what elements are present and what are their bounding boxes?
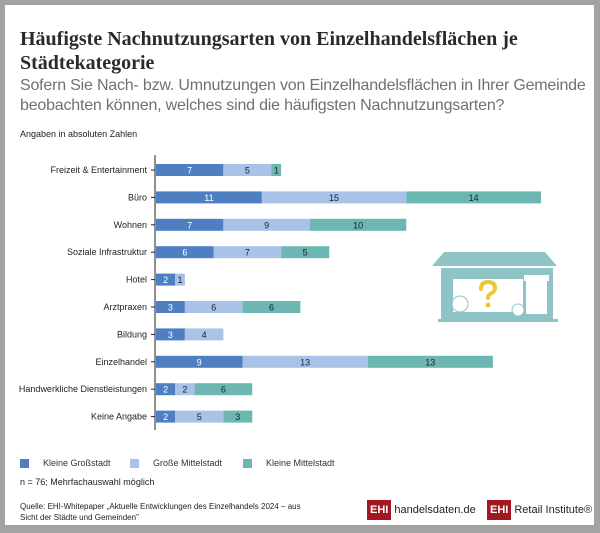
- bar-2: [223, 410, 253, 423]
- legend-item-1: Große Mittelstadt: [130, 458, 222, 468]
- category-label: Arztpraxen: [103, 302, 147, 312]
- category-label: Handwerkliche Dienstleistungen: [19, 384, 147, 394]
- data-label: 3: [168, 330, 173, 340]
- bar-2: [242, 301, 301, 313]
- bar-0: [156, 273, 176, 286]
- bar-0: [156, 218, 224, 231]
- data-label: 5: [197, 412, 202, 422]
- data-label: 7: [245, 248, 250, 258]
- data-label: 2: [163, 412, 168, 422]
- bar-1: [213, 246, 282, 259]
- data-label: 1: [178, 275, 183, 285]
- bar-2: [310, 218, 407, 231]
- category-label: Bildung: [117, 329, 147, 339]
- data-label: 1: [274, 166, 279, 176]
- data-label: 10: [353, 220, 363, 230]
- legend-label: Große Mittelstadt: [153, 458, 223, 468]
- bar-0: [156, 301, 185, 313]
- bar-0: [156, 246, 214, 259]
- data-label: 7: [187, 166, 192, 176]
- chart-title: Häufigste Nachnutzungsarten von Einzelha…: [20, 28, 518, 74]
- bar-2: [271, 164, 282, 176]
- legend-label: Kleine Mittelstadt: [266, 458, 335, 468]
- bar-1: [184, 301, 243, 313]
- data-label: 9: [197, 357, 202, 367]
- legend-swatch: [130, 458, 139, 468]
- legend-label: Kleine Großstadt: [43, 458, 111, 468]
- bar-2: [406, 191, 541, 204]
- retail-institute-logo: EHI Retail Institute®: [487, 500, 592, 520]
- bar-0: [156, 328, 185, 341]
- data-label: 2: [163, 385, 168, 395]
- data-label: 6: [211, 303, 216, 313]
- data-label: 6: [221, 385, 226, 395]
- unit-note: Angaben in absoluten Zahlen: [20, 129, 138, 139]
- data-label: 11: [204, 193, 213, 203]
- logo-text: Retail Institute®: [514, 504, 593, 516]
- bar-0: [156, 355, 243, 368]
- category-label: Einzelhandel: [95, 357, 147, 367]
- legend-item-0: Kleine Großstadt: [20, 458, 111, 468]
- source-note: Quelle: EHI-Whitepaper „Aktuelle Entwick…: [20, 502, 301, 522]
- bar-0: [156, 164, 224, 176]
- legend-swatch: [243, 458, 252, 468]
- legend-item-2: Kleine Mittelstadt: [243, 458, 335, 468]
- bar-1: [261, 191, 407, 204]
- store-illustration: [432, 252, 558, 322]
- data-label: 2: [163, 275, 168, 285]
- data-label: 14: [469, 193, 479, 203]
- legend-swatch: [20, 458, 29, 468]
- ehi-mark: EHI: [367, 500, 392, 520]
- category-label: Wohnen: [114, 220, 147, 230]
- data-label: 6: [269, 303, 274, 313]
- bar-1: [242, 355, 368, 368]
- ehi-mark: EHI: [487, 500, 512, 520]
- bar-1: [175, 410, 224, 423]
- data-label: 6: [182, 248, 187, 258]
- bar-2: [194, 383, 253, 396]
- data-label: 5: [245, 166, 250, 176]
- chart-subtitle: Sofern Sie Nach- bzw. Umnutzungen von Ei…: [20, 77, 586, 114]
- logo-text: handelsdaten.de: [394, 504, 476, 516]
- bar-0: [156, 410, 176, 423]
- category-label: Soziale Infrastruktur: [67, 247, 147, 257]
- category-label: Keine Angabe: [91, 412, 147, 422]
- bar-1: [175, 383, 195, 396]
- bar-2: [281, 246, 330, 259]
- bar-0: [156, 383, 176, 396]
- bar-1: [175, 273, 185, 286]
- bar-1: [184, 328, 224, 341]
- data-label: 3: [168, 303, 173, 313]
- bar-1: [223, 164, 272, 176]
- data-label: 13: [300, 357, 310, 367]
- data-label: 4: [202, 330, 207, 340]
- category-label: Freizeit & Entertainment: [50, 165, 147, 175]
- bar-1: [223, 218, 310, 231]
- data-label: 13: [425, 357, 435, 367]
- sample-note: n = 76; Mehrfachauswahl möglich: [20, 477, 155, 487]
- data-label: 2: [182, 385, 187, 395]
- category-label: Hotel: [126, 275, 147, 285]
- data-label: 5: [303, 248, 308, 258]
- bar-2: [367, 355, 493, 368]
- data-label: 9: [264, 220, 269, 230]
- data-label: 3: [235, 412, 240, 422]
- bar-0: [156, 191, 262, 204]
- handelsdaten-logo: EHI handelsdaten.de: [367, 500, 476, 520]
- category-label: Büro: [128, 192, 147, 202]
- data-label: 15: [329, 193, 339, 203]
- data-label: 7: [187, 220, 192, 230]
